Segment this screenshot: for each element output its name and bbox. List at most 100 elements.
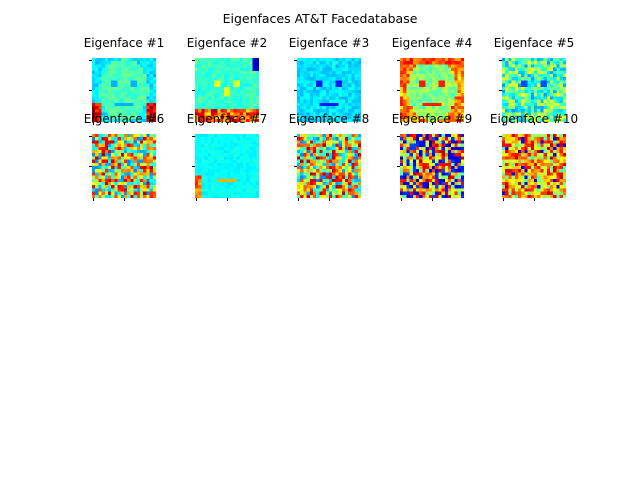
heatmap-cell <box>309 90 314 94</box>
heatmap-cell <box>409 172 413 176</box>
heatmap-cell <box>243 61 247 65</box>
heatmap-cell <box>243 137 247 141</box>
heatmap-cell <box>428 112 433 116</box>
heatmap-cell <box>406 188 410 192</box>
heatmap-cell <box>348 83 352 87</box>
heatmap-cell <box>351 185 355 189</box>
heatmap-cell <box>104 150 109 154</box>
heatmap-cell <box>460 185 464 189</box>
heatmap-cell <box>345 146 349 151</box>
heatmap-cell <box>95 80 99 84</box>
heatmap-cell <box>514 109 519 113</box>
heatmap-cell <box>303 58 307 62</box>
heatmap-cell <box>435 175 439 179</box>
heatmap-cell <box>329 77 333 81</box>
heatmap-cell <box>306 143 310 147</box>
heatmap-cell <box>227 137 231 141</box>
heatmap-cell <box>297 115 301 119</box>
heatmap-cell <box>127 172 131 176</box>
heatmap-cell <box>239 118 244 122</box>
heatmap-cell <box>416 67 420 71</box>
heatmap-cell <box>249 102 253 107</box>
heatmap-cell <box>195 159 199 163</box>
heatmap-cell <box>303 115 307 119</box>
heatmap-cell <box>223 64 228 68</box>
heatmap-cell <box>444 146 449 151</box>
heatmap-cell <box>98 106 102 110</box>
heatmap-cell <box>246 140 250 144</box>
heatmap-cell <box>546 191 551 195</box>
heatmap-cell <box>524 166 528 170</box>
heatmap-cell <box>432 156 436 160</box>
heatmap-cell <box>409 188 413 192</box>
heatmap-cell <box>300 156 304 160</box>
heatmap-cell <box>255 194 259 198</box>
heatmap-cell <box>527 77 531 81</box>
heatmap-cell <box>416 58 420 62</box>
heatmap-cell <box>325 185 330 189</box>
heatmap-cell <box>207 112 212 116</box>
heatmap-cell <box>236 182 240 186</box>
heatmap-cell <box>207 61 212 65</box>
heatmap-cell <box>233 156 237 160</box>
heatmap-cell <box>357 194 361 198</box>
heatmap-cell <box>227 150 231 154</box>
heatmap-cell <box>117 185 121 189</box>
heatmap-cell <box>98 93 102 97</box>
heatmap-cell <box>400 61 404 65</box>
heatmap-cell <box>345 112 349 116</box>
heatmap-cell <box>114 80 118 84</box>
heatmap-cell <box>550 178 554 183</box>
heatmap-cell <box>428 188 433 192</box>
heatmap-cell <box>207 175 212 179</box>
heatmap-cell <box>329 137 333 141</box>
heatmap-cell <box>416 162 420 167</box>
heatmap-cell <box>422 86 426 91</box>
heatmap-cell <box>428 109 433 113</box>
heatmap-cell <box>211 137 215 141</box>
heatmap-cell <box>354 172 358 176</box>
heatmap-cell <box>348 194 352 198</box>
heatmap-cell <box>341 156 346 160</box>
heatmap-cell <box>130 64 134 68</box>
heatmap-cell <box>149 90 153 94</box>
heatmap-cell <box>409 159 413 163</box>
heatmap-cell <box>136 137 141 141</box>
heatmap-cell <box>357 150 361 154</box>
heatmap-cell <box>451 80 455 84</box>
heatmap-cell <box>416 102 420 107</box>
heatmap-cell <box>508 83 512 87</box>
heatmap-cell <box>300 96 304 100</box>
heatmap-cell <box>108 159 112 163</box>
heatmap-cell <box>505 77 509 81</box>
heatmap-cell <box>457 86 461 91</box>
heatmap-cell <box>236 67 240 71</box>
heatmap-cell <box>422 102 426 107</box>
heatmap-cell <box>252 185 256 189</box>
heatmap-cell <box>297 182 301 186</box>
heatmap-cell <box>133 166 137 170</box>
heatmap-cell <box>457 99 461 103</box>
heatmap-cell <box>451 112 455 116</box>
heatmap-cell <box>319 80 323 84</box>
heatmap-cell <box>460 146 464 151</box>
heatmap-cell <box>207 118 212 122</box>
heatmap-cell <box>527 67 531 71</box>
heatmap-cell <box>338 61 342 65</box>
heatmap-cell <box>435 90 439 94</box>
heatmap-cell <box>457 74 461 78</box>
heatmap-cell <box>546 172 551 176</box>
heatmap-cell <box>534 175 538 179</box>
heatmap-cell <box>338 106 342 110</box>
heatmap-cell <box>530 182 535 186</box>
heatmap-cell <box>502 194 506 198</box>
heatmap-cell <box>562 153 566 157</box>
heatmap-cell <box>111 162 115 167</box>
heatmap-cell <box>406 109 410 113</box>
heatmap-cell <box>454 106 458 110</box>
heatmap-cell <box>540 185 544 189</box>
heatmap-cell <box>143 102 147 107</box>
heatmap-cell <box>540 175 544 179</box>
heatmap-cell <box>322 77 326 81</box>
heatmap-cell <box>441 194 445 198</box>
